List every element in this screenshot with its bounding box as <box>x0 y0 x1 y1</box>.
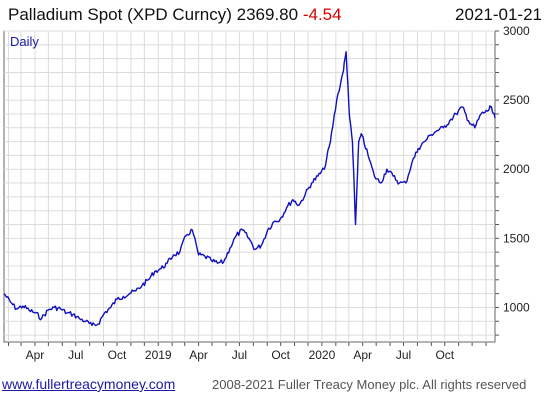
x-tick-label: Jul <box>396 348 411 362</box>
x-tick-label: Jul <box>68 348 83 362</box>
x-axis-ticks: Apr Jul Oct 2019 Apr Jul Oct 2020 Apr Jul Oct <box>7 342 487 362</box>
website-link[interactable]: www.fullertreacymoney.com <box>2 376 176 392</box>
y-axis-ticks: 1000 1500 2000 2500 3000 <box>495 24 530 336</box>
x-tick-label: Oct <box>435 348 454 362</box>
y-tick-label: 2000 <box>503 162 530 176</box>
y-tick-label: 1500 <box>503 231 530 245</box>
copyright-text: 2008-2021 Fuller Treacy Money plc. All r… <box>212 377 527 392</box>
x-tick-label: Apr <box>353 348 372 362</box>
x-tick-label: Oct <box>108 348 127 362</box>
x-tick-label: Apr <box>189 348 208 362</box>
chart-footer: www.fullertreacymoney.com 2008-2021 Full… <box>0 374 550 396</box>
chart-header: Palladium Spot (XPD Curncy) 2369.80 -4.5… <box>0 0 550 30</box>
title-instrument-price: Palladium Spot (XPD Curncy) 2369.80 <box>8 5 299 24</box>
grid-lines <box>4 30 495 342</box>
period-label: Daily <box>10 34 39 49</box>
chart-title: Palladium Spot (XPD Curncy) 2369.80 -4.5… <box>8 5 342 25</box>
x-tick-label: 2019 <box>145 348 172 362</box>
y-tick-label: 3000 <box>503 24 530 38</box>
x-tick-label: 2020 <box>309 348 336 362</box>
chart-date: 2021-01-21 <box>455 5 542 24</box>
title-price-change: -4.54 <box>302 5 342 24</box>
x-tick-label: Apr <box>26 348 45 362</box>
plot-area <box>3 30 496 343</box>
palladium-price-line <box>3 51 496 327</box>
x-tick-label: Jul <box>232 348 247 362</box>
x-tick-label: Oct <box>271 348 290 362</box>
y-tick-label: 1000 <box>503 300 530 314</box>
y-tick-label: 2500 <box>503 93 530 107</box>
